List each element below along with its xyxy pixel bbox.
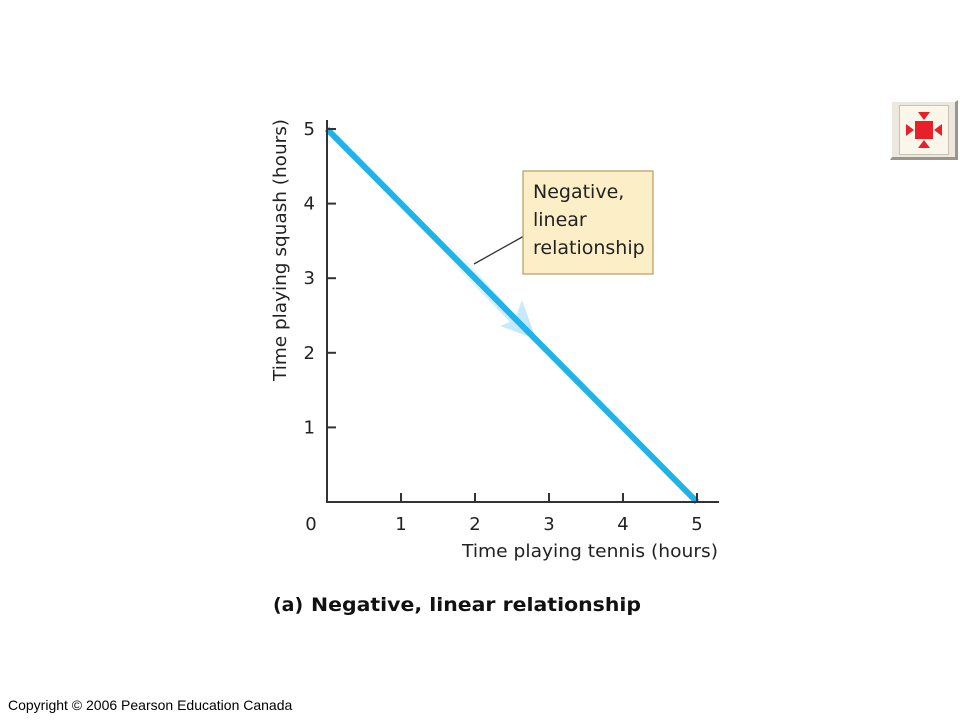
y-tick-label: 1 [304,417,315,438]
x-ticks: 1 2 3 4 5 [395,493,703,535]
y-tick-label: 3 [304,268,315,289]
x-tick-label: 3 [543,514,554,535]
y-tick-label: 5 [304,119,315,140]
annotation-line-2: linear [533,209,587,231]
x-tick-label: 5 [691,514,702,535]
y-axis-title: Time playing squash (hours) [270,119,291,382]
y-ticks: 1 2 3 4 5 [304,119,336,438]
x-tick-label: 2 [469,514,480,535]
caption-text: Negative, linear relationship [311,594,641,616]
annotation-line-3: relationship [533,237,645,259]
collapse-arrows-icon [905,111,942,148]
y-tick-label: 2 [304,343,315,364]
y-tick-label: 4 [304,194,315,215]
x-axis-title: Time playing tennis (hours) [461,541,718,562]
annotation-box [522,170,654,275]
collapse-button-face [898,104,949,155]
series-group [324,126,700,505]
x-tick-label: 1 [395,514,406,535]
copyright-notice: Copyright © 2006 Pearson Education Canad… [8,697,293,713]
chart-caption: (a) Negative, linear relationship [273,594,641,616]
series-line-1 [324,126,700,505]
collapse-button[interactable] [890,100,958,160]
origin-label: 0 [305,514,316,535]
annotation-leader [473,235,525,265]
annotation: Negative, linear relationship [473,170,654,275]
caption-tag: (a) [273,594,303,616]
annotation-line-1: Negative, [533,181,624,203]
x-tick-label: 4 [617,514,628,535]
